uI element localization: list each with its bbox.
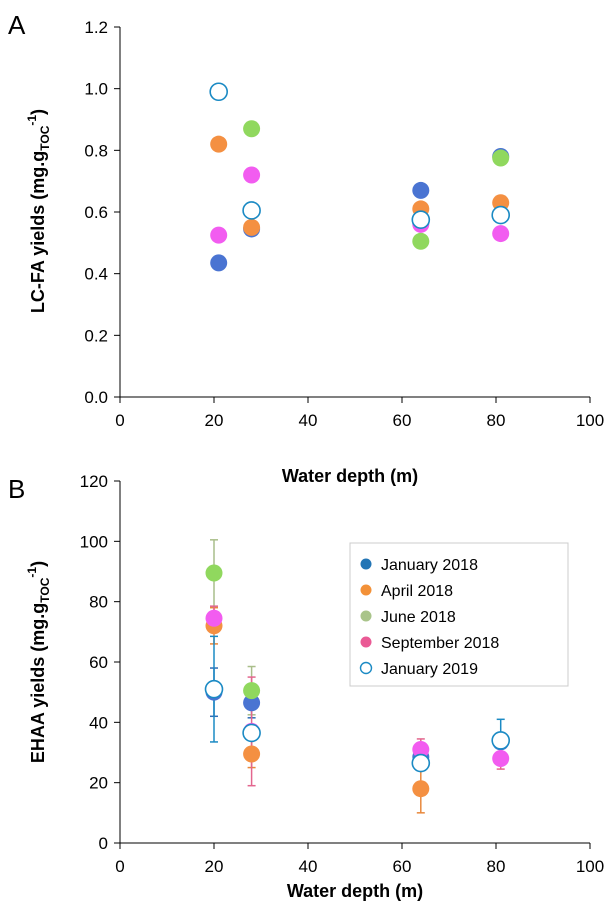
panel-b-plot: 0 20 40 60 80 100 120 0 20 40 60 80 100 xyxy=(80,472,605,876)
panel-a-point-jun2018 xyxy=(243,120,261,138)
panel-b-point-jan2019 xyxy=(242,723,261,743)
panel-a-point-jan2018 xyxy=(412,181,430,199)
panel-b-ylabel: EHAA yields (mg.gTOC-1) xyxy=(25,561,52,763)
panel-b-x-tick-label: 80 xyxy=(487,857,506,876)
panel-a-point-jan2019 xyxy=(491,205,511,225)
panel-b-x-tick-label: 20 xyxy=(205,857,224,876)
legend-label-apr2018: April 2018 xyxy=(381,583,453,600)
panel-a-y-tick-label: 0.4 xyxy=(84,265,108,284)
panel-a-y-tick-label: 0.8 xyxy=(84,141,108,160)
panel-b-ylabel-sub: TOC xyxy=(38,577,52,602)
panel-a-point-apr2018 xyxy=(243,218,261,236)
panel-a-ylabel-main: LC-FA yields (mg.g xyxy=(28,151,48,313)
panel-b-x-tick-label: 60 xyxy=(393,857,412,876)
panel-b-point-jan2019 xyxy=(491,731,511,750)
panel-b-letter: B xyxy=(8,474,25,504)
panel-a-ylabel-close: ) xyxy=(28,109,48,115)
panel-b-point-jan2018 xyxy=(243,694,261,712)
panel-a-x-tick-label: 80 xyxy=(487,411,506,430)
panel-b-point-apr2018 xyxy=(243,745,261,763)
panel-a-point-jan2019 xyxy=(411,210,431,230)
legend-marker-jan2018 xyxy=(360,558,372,570)
legend-marker-apr2018 xyxy=(360,584,372,596)
panel-a-ylabel-sup: -1 xyxy=(25,115,39,126)
panel-a-point-apr2018 xyxy=(210,135,228,153)
panel-a-x-tick-label: 20 xyxy=(205,411,224,430)
panel-b-xlabel: Water depth (m) xyxy=(287,881,423,901)
legend-label-jun2018: June 2018 xyxy=(381,609,456,626)
panel-b-ylabel-main: EHAA yields (mg.g xyxy=(28,603,48,763)
legend-label-jan2019: January 2019 xyxy=(381,661,478,678)
panel-b-point-sep2018 xyxy=(492,750,510,768)
panel-a-ylabel-sub: TOC xyxy=(38,125,52,150)
panel-b-ylabel-close: ) xyxy=(28,561,48,567)
legend-items: January 2018 April 2018 June 2018 September… xyxy=(359,557,499,678)
panel-a-y-tick-label: 0.2 xyxy=(84,326,108,345)
panel-a-x-tick-label: 100 xyxy=(576,411,604,430)
panel-b-y-tick-label: 60 xyxy=(89,653,108,672)
panel-b-x-tick-label: 0 xyxy=(115,857,124,876)
panel-b-ylabel-sup: -1 xyxy=(25,567,39,578)
panel-b-point-jun2018 xyxy=(243,682,261,700)
panel-a-x-tick-label: 0 xyxy=(115,411,124,430)
panel-a-y-tick-label: 0.0 xyxy=(84,388,108,407)
panel-b-point-sep2018 xyxy=(412,740,430,758)
panel-a-point-jan2019 xyxy=(209,82,228,102)
legend-marker-sep2018 xyxy=(360,636,372,648)
panel-a-point-jun2018 xyxy=(412,232,430,250)
panel-b: B 0 20 40 60 80 100 120 0 20 40 60 80 100 Water dept… xyxy=(8,472,604,901)
panel-b-point-jan2019 xyxy=(204,679,224,699)
panel-a-point-sep2018 xyxy=(243,166,261,184)
panel-a-y-tick-label: 1.0 xyxy=(84,80,108,99)
panel-a-plot: 0.0 0.2 0.4 0.6 0.8 1.0 1.2 0 20 40 60 80 100 xyxy=(84,18,604,430)
panel-b-x-tick-label: 100 xyxy=(576,857,604,876)
panel-b-point-jun2018 xyxy=(205,564,223,582)
panel-a-y-tick-label: 0.6 xyxy=(84,203,108,222)
panel-b-x-tick-label: 40 xyxy=(299,857,318,876)
panel-b-point-jan2019 xyxy=(411,753,431,773)
panel-b-y-tick-label: 0 xyxy=(99,834,108,853)
legend-marker-jan2019 xyxy=(359,661,373,675)
legend-label-sep2018: September 2018 xyxy=(381,635,499,652)
panel-b-point-apr2018 xyxy=(412,780,430,798)
panel-b-y-tick-label: 80 xyxy=(89,593,108,612)
panel-b-point-sep2018 xyxy=(205,609,223,627)
panel-a-x-tick-label: 60 xyxy=(393,411,412,430)
panel-a-point-sep2018 xyxy=(492,225,510,243)
panel-b-y-tick-label: 40 xyxy=(89,713,108,732)
panel-a: A 0.0 0.2 0.4 0.6 0.8 1.0 1.2 0 20 40 60 80 100 Wate… xyxy=(8,10,604,486)
panel-a-point-jan2018 xyxy=(210,254,228,272)
legend-marker-jun2018 xyxy=(360,610,372,622)
panel-b-y-tick-label: 20 xyxy=(89,774,108,793)
panel-b-y-tick-label: 120 xyxy=(80,472,108,491)
panel-a-point-jun2018 xyxy=(492,149,510,167)
legend-box xyxy=(349,542,569,687)
panel-a-y-tick-label: 1.2 xyxy=(84,18,108,37)
panel-b-y-tick-label: 100 xyxy=(80,532,108,551)
panel-a-point-sep2018 xyxy=(210,226,228,244)
panel-a-xlabel: Water depth (m) xyxy=(282,466,418,486)
panel-a-ylabel: LC-FA yields (mg.gTOC-1) xyxy=(25,109,52,313)
panel-a-point-jan2019 xyxy=(242,201,261,220)
legend-label-jan2018: January 2018 xyxy=(381,557,478,574)
legend: January 2018 April 2018 June 2018 September… xyxy=(349,542,569,687)
panel-a-x-tick-label: 40 xyxy=(299,411,318,430)
panel-a-letter: A xyxy=(8,10,26,40)
